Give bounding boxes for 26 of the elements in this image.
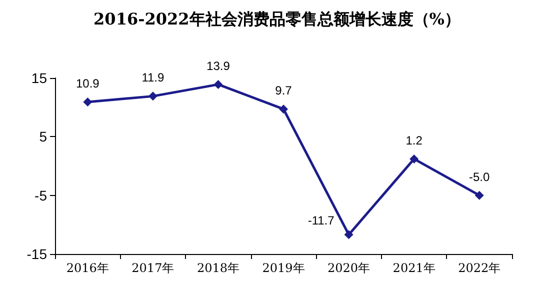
point <box>214 80 223 89</box>
y-tick-label: -5 <box>34 187 48 204</box>
data-label: 11.9 <box>142 70 164 85</box>
data-label: -5.0 <box>469 170 490 184</box>
y-tick-label: 15 <box>31 70 48 86</box>
point <box>279 104 288 114</box>
point <box>148 92 158 101</box>
x-tick-label: 2016年 <box>66 261 109 275</box>
x-tick-label: 2022年 <box>458 261 501 275</box>
x-tick-label: 2021年 <box>392 261 436 275</box>
y-tick-label: 5 <box>39 128 48 145</box>
x-tick-label: 2020年 <box>328 261 370 275</box>
y-tick-label: -15 <box>26 246 48 262</box>
point <box>410 154 419 164</box>
chart-title: 2016-2022年社会消费品零售总额增长速度（%） <box>94 10 460 28</box>
data-label: 9.7 <box>275 84 292 98</box>
data-label: 10.9 <box>76 76 100 91</box>
x-tick-label: 2019年 <box>262 261 305 275</box>
x-tick-label: 2018年 <box>196 261 240 275</box>
x-tick-label: 2017年 <box>132 261 174 275</box>
data-label: 1.2 <box>406 133 423 148</box>
point <box>83 98 92 107</box>
data-label: -11.7 <box>308 214 335 228</box>
point <box>474 190 484 200</box>
point <box>344 230 354 240</box>
data-label: 13.9 <box>206 58 230 73</box>
